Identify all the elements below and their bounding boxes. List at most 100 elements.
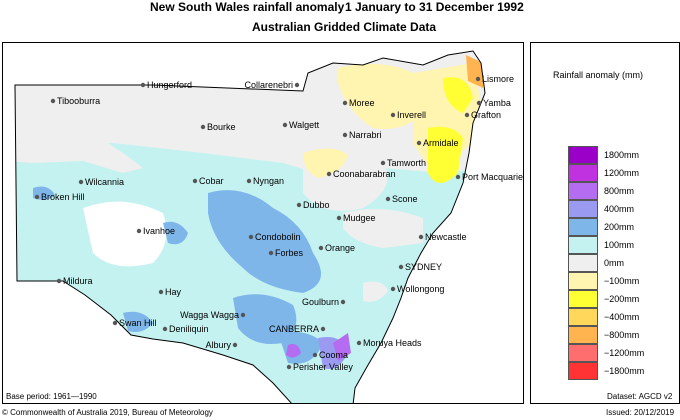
map-panel: Hungerford Tibooburra Collarenebri Moree Lis… — [2, 42, 524, 404]
place-dot — [232, 342, 238, 348]
legend-label: 100mm — [604, 240, 635, 250]
place-label: Deniliquin — [169, 324, 209, 334]
legend-swatch — [568, 362, 598, 380]
place-label: Moruya Heads — [363, 338, 422, 348]
place-dot — [78, 179, 84, 185]
place-label: Forbes — [275, 248, 304, 258]
place-dot — [380, 160, 386, 166]
place-label: Nyngan — [253, 176, 284, 186]
place-dot — [50, 98, 56, 104]
dataset-note: Dataset: AGCD v2 — [607, 392, 673, 401]
nsw-map: Hungerford Tibooburra Collarenebri Moree Lis… — [14, 50, 523, 403]
place-dot — [136, 228, 142, 234]
place-dot — [476, 100, 482, 106]
legend-swatch — [568, 344, 598, 362]
place-dot — [455, 174, 461, 180]
legend-label: 200mm — [604, 222, 635, 232]
legend-label: −1200mm — [604, 348, 645, 358]
place-label: Moree — [349, 98, 375, 108]
copyright-note: © Commonwealth of Australia 2019, Bureau… — [2, 408, 213, 417]
place-label: Orange — [325, 243, 355, 253]
place-label: Cobar — [199, 176, 224, 186]
legend-label: 1200mm — [604, 168, 640, 178]
place-label: Goulburn — [302, 297, 339, 307]
legend-swatch — [568, 218, 598, 236]
place-label: Newcastle — [425, 232, 467, 242]
place-dot — [312, 352, 318, 358]
legend-swatch — [568, 182, 598, 200]
place-label: Mildura — [63, 276, 93, 286]
place-label: Swan Hill — [119, 318, 157, 328]
place-label: Walgett — [289, 120, 320, 130]
place-dot — [398, 264, 404, 270]
legend-label: −1800mm — [604, 366, 645, 376]
map-title: New South Wales rainfall anomaly — [150, 0, 345, 14]
place-label: Mudgee — [343, 213, 376, 223]
place-label: Tamworth — [387, 158, 426, 168]
place-label: Yamba — [483, 98, 511, 108]
place-dot — [342, 132, 348, 138]
nsw-border — [14, 50, 486, 403]
place-dot — [246, 178, 252, 184]
legend-label: −100mm — [604, 276, 640, 286]
place-label: CANBERRA — [269, 324, 319, 334]
legend-swatch — [568, 146, 598, 164]
place-label: Broken Hill — [41, 192, 85, 202]
map-period: 1 January to 31 December 1992 — [345, 0, 524, 14]
place-markers: Hungerford Tibooburra Collarenebri Moree Lis… — [34, 74, 523, 372]
place-label: Wollongong — [397, 284, 444, 294]
legend-swatch — [568, 254, 598, 272]
place-label: Narrabri — [349, 130, 382, 140]
place-label: Hungerford — [147, 80, 192, 90]
place-dot — [192, 178, 198, 184]
place-dot — [34, 194, 40, 200]
place-label: Albury — [205, 340, 231, 350]
legend-swatch — [568, 164, 598, 182]
place-label: Hay — [165, 287, 182, 297]
place-dot — [286, 364, 292, 370]
legend-swatch — [568, 236, 598, 254]
place-label: Tibooburra — [57, 96, 100, 106]
place-label: Port Macquarie — [462, 172, 523, 182]
legend-label: −800mm — [604, 330, 640, 340]
place-label: Wilcannia — [85, 177, 124, 187]
place-dot — [296, 202, 302, 208]
legend-title: Rainfall anomaly (mm) — [553, 70, 644, 80]
place-dot — [282, 122, 288, 128]
place-dot — [475, 76, 481, 82]
place-dot — [200, 124, 206, 130]
place-dot — [140, 82, 146, 88]
place-dot — [390, 286, 396, 292]
place-dot — [416, 140, 422, 146]
place-dot — [340, 299, 346, 305]
place-dot — [318, 245, 324, 251]
place-label: SYDNEY — [405, 262, 442, 272]
place-label: Inverell — [397, 110, 426, 120]
place-dot — [336, 215, 342, 221]
legend-swatch — [568, 326, 598, 344]
place-label: Lismore — [482, 74, 514, 84]
place-label: Scone — [392, 194, 418, 204]
issued-note: Issued: 20/12/2019 — [606, 408, 675, 417]
legend-swatch — [568, 272, 598, 290]
place-label: Grafton — [471, 110, 501, 120]
place-dot — [240, 312, 246, 318]
legend-swatch — [568, 290, 598, 308]
place-label: Condobolin — [255, 232, 301, 242]
place-label: Dubbo — [303, 200, 330, 210]
place-label: Perisher Valley — [293, 362, 353, 372]
place-dot — [320, 326, 326, 332]
place-dot — [112, 320, 118, 326]
legend-label: 800mm — [604, 186, 635, 196]
place-dot — [356, 340, 362, 346]
legend-swatch — [568, 200, 598, 218]
legend-label: 1800mm — [604, 150, 640, 160]
place-dot — [418, 234, 424, 240]
place-dot — [248, 234, 254, 240]
place-dot — [158, 289, 164, 295]
legend-label: 0mm — [604, 258, 624, 268]
place-label: Wagga Wagga — [180, 310, 239, 320]
place-label: Armidale — [423, 138, 459, 148]
place-dot — [268, 250, 274, 256]
legend-label: 400mm — [604, 204, 635, 214]
